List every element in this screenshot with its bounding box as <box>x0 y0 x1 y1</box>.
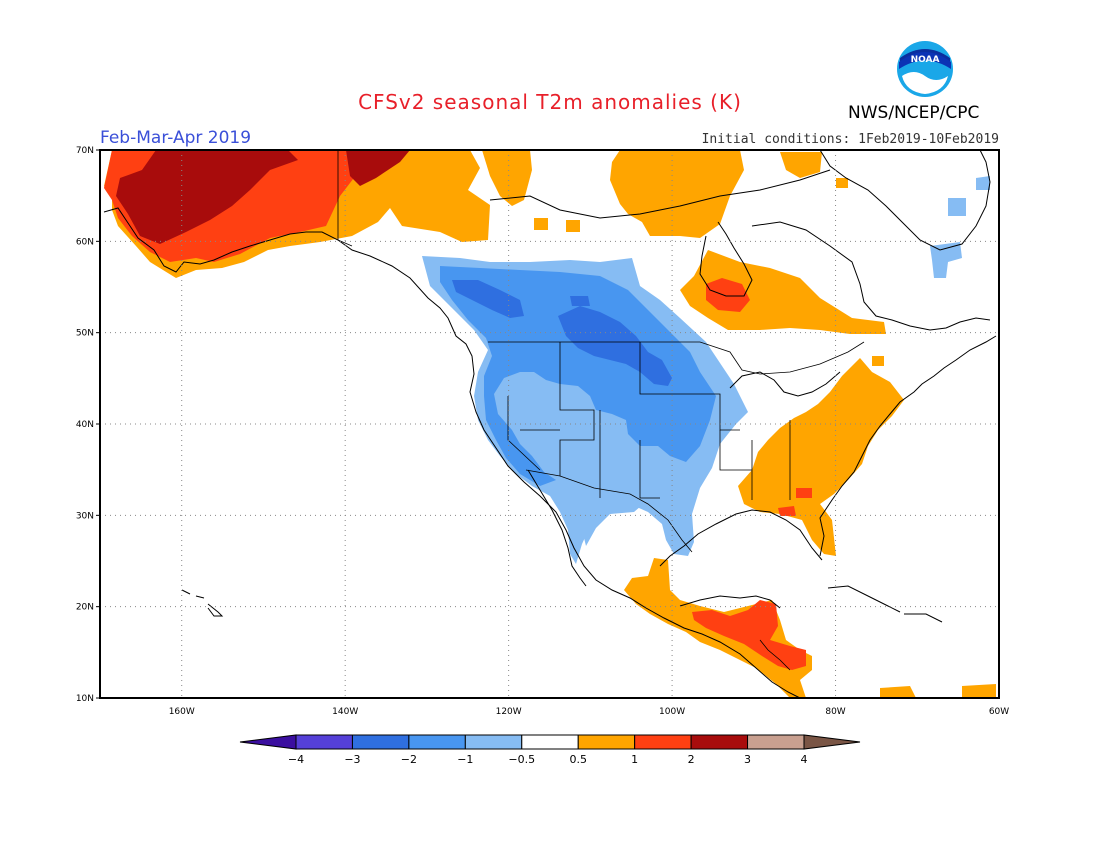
warm-anomaly-arctic-orange <box>482 150 532 206</box>
map-title: CFSv2 seasonal T2m anomalies (K) <box>358 90 742 114</box>
border-us-mexico <box>525 469 693 553</box>
warm-anomaly-arctic-orange-2 <box>610 150 744 238</box>
lon-tick-label: 80W <box>825 707 845 717</box>
colorbar-label: 1 <box>631 753 638 766</box>
colorbar-label: 2 <box>688 753 695 766</box>
warm-anomaly-caribbean-orange <box>880 686 916 698</box>
colorbar-label: −0.5 <box>508 753 535 766</box>
colorbar-swatch <box>634 734 692 750</box>
warm-anomaly-mexico-red <box>692 600 806 670</box>
warm-anomaly-north-red <box>346 150 410 186</box>
cold-anomaly-dark-3 <box>570 296 590 306</box>
cold-anomaly-greenland-3 <box>976 176 990 190</box>
coast-gulf-mexico <box>659 509 823 567</box>
warm-anomaly-arctic-small-1 <box>566 220 580 232</box>
cold-anomaly-greenland-2 <box>930 242 962 278</box>
coast-greenland <box>819 149 991 251</box>
warm-anomaly-alaska-darkred <box>116 150 298 244</box>
border-states-2 <box>639 342 740 431</box>
coast-cuba <box>827 585 901 613</box>
colorbar-swatch <box>295 734 353 750</box>
coast-hawaii <box>181 589 224 617</box>
lon-tick-label: 100W <box>659 707 685 717</box>
colorbar-labels: −4 −3 −2 −1 −0.5 0.5 1 2 3 4 <box>288 753 808 766</box>
coastlines <box>103 149 997 699</box>
border-states-4 <box>507 396 560 471</box>
colorbar-label: 4 <box>801 753 808 766</box>
border-states-1 <box>559 342 595 476</box>
colorbar-low-extension <box>239 734 297 750</box>
cold-anomaly-greenland-1 <box>948 198 966 216</box>
cold-anomaly-dark-1 <box>452 280 524 318</box>
colorbar-label: 3 <box>744 753 751 766</box>
warm-anomaly-quebec-orange <box>680 250 886 334</box>
coast-great-lakes <box>729 371 841 397</box>
lat-tick-label: 20N <box>76 603 94 613</box>
organization-label: NWS/NCEP/CPC <box>848 103 980 123</box>
colorbar-swatch <box>521 734 579 750</box>
colorbar-swatch <box>464 734 523 750</box>
colorbar-label: 0.5 <box>569 753 587 766</box>
lat-tick-label: 50N <box>76 329 94 339</box>
colorbar-swatch <box>690 734 749 750</box>
lat-tick-label: 70N <box>76 146 94 156</box>
border-states-5 <box>719 420 791 500</box>
warm-anomaly-arctic-orange-3 <box>780 152 822 178</box>
coast-baja <box>527 469 587 587</box>
colorbar-high-extension <box>803 734 861 750</box>
initial-conditions-label: Initial conditions: 1Feb2019-10Feb2019 <box>701 132 999 147</box>
lon-tick-label: 120W <box>496 707 522 717</box>
colorbar-swatch <box>408 734 466 750</box>
lon-tick-label: 140W <box>332 707 358 717</box>
border-alaska-canada <box>337 150 353 247</box>
colorbar-label: −1 <box>457 753 473 766</box>
border-states-3 <box>599 410 660 499</box>
warm-anomaly-florida-red <box>778 506 796 516</box>
border-us-canada <box>488 341 865 375</box>
colorbar <box>239 734 861 750</box>
colorbar-label: −4 <box>288 753 304 766</box>
lat-tick-label: 40N <box>76 420 94 430</box>
warm-anomaly-georgia-red <box>796 488 812 498</box>
coast-hispaniola <box>904 613 943 623</box>
warm-anomaly-arctic-small-3 <box>836 178 848 188</box>
coast-quebec-labrador <box>751 221 991 331</box>
latitude-tick-labels: 70N 60N 50N 40N 30N 20N 10N <box>76 146 100 704</box>
political-borders <box>337 150 865 671</box>
noaa-logo: NOAA <box>897 41 953 97</box>
colorbar-label: −3 <box>344 753 360 766</box>
coast-arctic-islands <box>489 169 831 219</box>
lon-tick-label: 60W <box>989 707 1009 717</box>
colorbar-label: −2 <box>401 753 417 766</box>
coast-alaska-west <box>103 207 801 699</box>
warm-anomaly-quebec-red <box>706 278 750 312</box>
cold-anomaly-dark-2 <box>558 306 672 386</box>
coast-hudson-bay <box>699 221 753 297</box>
border-central-america <box>759 639 791 671</box>
warm-anomaly-eastus-orange <box>738 358 904 556</box>
lat-tick-label: 30N <box>76 511 94 521</box>
warm-anomaly-arctic-small-2 <box>534 218 548 230</box>
coast-east-us <box>819 335 997 557</box>
svg-text:NOAA: NOAA <box>911 55 940 65</box>
coast-yucatan <box>679 595 781 609</box>
warm-anomaly-arctic-small-4 <box>872 356 884 366</box>
season-label: Feb-Mar-Apr 2019 <box>100 128 252 148</box>
lat-tick-label: 60N <box>76 237 94 247</box>
lon-tick-label: 160W <box>169 707 195 717</box>
lat-tick-label: 10N <box>76 694 94 704</box>
colorbar-swatch <box>577 734 636 750</box>
longitude-tick-labels: 160W 140W 120W 100W 80W 60W <box>169 707 1010 717</box>
warm-anomaly-caribbean-orange-2 <box>962 684 996 698</box>
colorbar-swatch <box>747 734 805 750</box>
colorbar-swatch <box>351 734 410 750</box>
cold-anomaly-mexico-light <box>560 440 648 546</box>
